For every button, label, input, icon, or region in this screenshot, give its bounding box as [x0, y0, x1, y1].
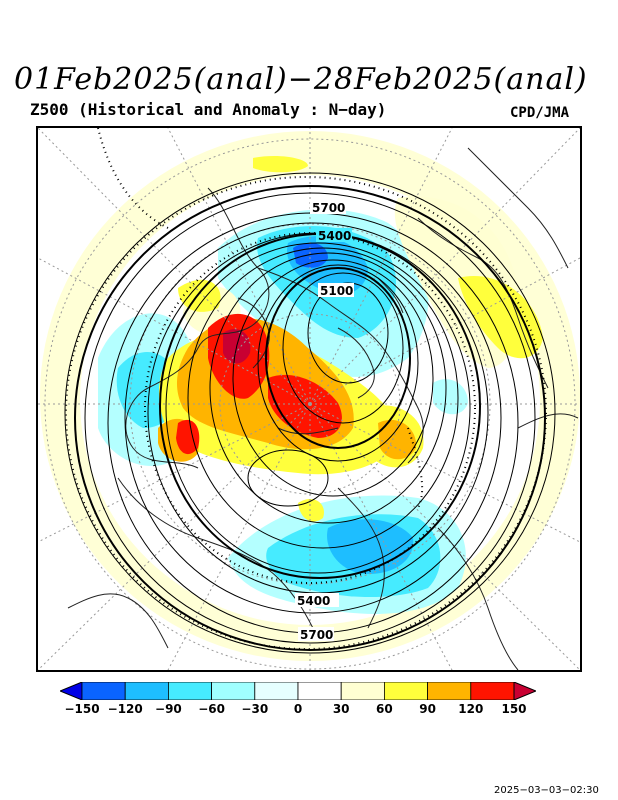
colorbar-tick-label: −120: [107, 702, 143, 716]
colorbar-tick-label: −150: [64, 702, 100, 716]
colorbar-box: [124, 682, 169, 700]
map-canvas: 5700 5400 5100 5400 5700: [38, 128, 580, 670]
colorbar: [60, 682, 536, 700]
contour-label: 5100: [320, 284, 353, 298]
graticule: [38, 128, 580, 670]
contour-label: 5400: [297, 594, 330, 608]
colorbar-arrow-low: [60, 682, 83, 700]
colorbar-box: [254, 682, 299, 700]
polar-map: 5700 5400 5100 5400 5700: [36, 126, 582, 672]
colorbar-tick-label: 150: [501, 702, 527, 716]
colorbar-box: [168, 682, 213, 700]
map-subtitle: Z500 (Historical and Anomaly : N−day): [30, 100, 387, 119]
colorbar-box: [297, 682, 342, 700]
agency-label: CPD/JMA: [510, 105, 570, 121]
colorbar-tick-label: −30: [241, 702, 269, 716]
colorbar-box: [340, 682, 385, 700]
climatology-contours: [65, 128, 547, 650]
positive-anomaly-area: [253, 155, 308, 173]
colorbar-tick-label: 0: [293, 702, 303, 716]
contour-label: 5400: [318, 229, 351, 243]
positive-anomaly-area: [378, 419, 417, 460]
colorbar-arrow-high: [513, 682, 536, 700]
colorbar-box: [211, 682, 256, 700]
positive-anomaly-core: [176, 419, 200, 455]
colorbar-box: [470, 682, 515, 700]
contour-label: 5700: [312, 201, 345, 215]
map-title: 01Feb2025(anal)−28Feb2025(anal): [14, 62, 588, 97]
positive-anomaly-area: [458, 276, 543, 359]
contour-label: 5700: [300, 628, 333, 642]
colorbar-tick-label: 120: [458, 702, 484, 716]
colorbar-box: [383, 682, 428, 700]
colorbar-tick-label: 60: [376, 702, 393, 716]
colorbar-tick-label: −90: [155, 702, 182, 716]
negative-anomaly-area: [433, 379, 468, 415]
colorbar-tick-label: 90: [419, 702, 436, 716]
colorbar-box: [427, 682, 472, 700]
timestamp: 2025−03−03−02:30: [494, 785, 599, 796]
positive-anomaly-area: [298, 498, 324, 522]
colorbar-tick-label: 30: [332, 702, 350, 716]
colorbar-box: [81, 682, 126, 700]
colorbar-tick-label: −60: [198, 702, 225, 716]
positive-anomaly-area: [178, 279, 221, 312]
